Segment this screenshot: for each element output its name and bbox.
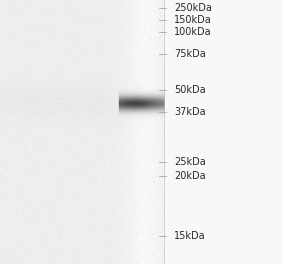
FancyBboxPatch shape — [164, 0, 283, 264]
Text: 150kDa: 150kDa — [174, 15, 212, 25]
Text: 100kDa: 100kDa — [174, 27, 212, 37]
Text: 37kDa: 37kDa — [174, 107, 206, 117]
Text: 50kDa: 50kDa — [174, 85, 206, 95]
Text: 20kDa: 20kDa — [174, 171, 206, 181]
Text: 25kDa: 25kDa — [174, 157, 206, 167]
Text: 75kDa: 75kDa — [174, 49, 206, 59]
Text: 250kDa: 250kDa — [174, 3, 212, 13]
Text: 15kDa: 15kDa — [174, 231, 206, 241]
